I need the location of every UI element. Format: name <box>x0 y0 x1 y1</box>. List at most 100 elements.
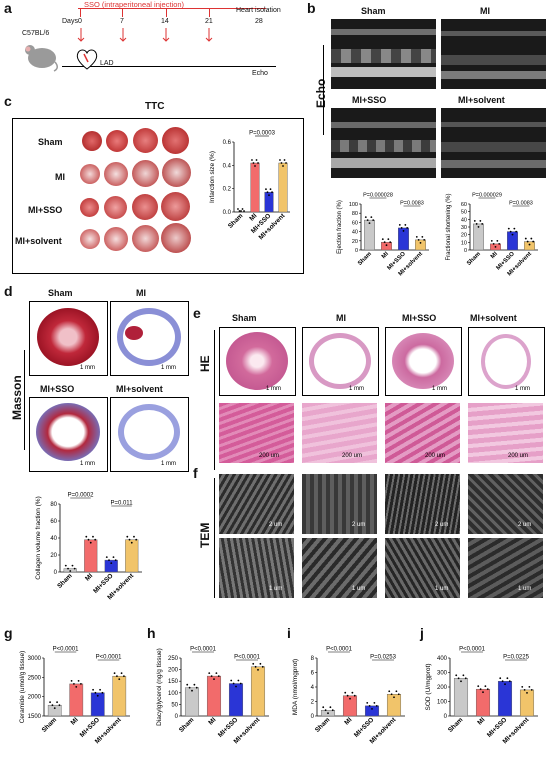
data-point <box>280 162 283 164</box>
data-point <box>135 538 138 541</box>
data-point <box>457 677 460 680</box>
ttc-box <box>12 118 304 274</box>
data-point <box>486 688 489 691</box>
scale-label: 2 um <box>518 522 532 528</box>
data-point <box>239 682 242 685</box>
arrows <box>77 28 213 42</box>
treatment-label: SSO (intraperitoneal injection) <box>84 0 185 9</box>
data-point <box>346 694 349 697</box>
masson-mi-title: MI <box>136 288 146 298</box>
y-tick-label: 60 <box>461 202 467 208</box>
data-point <box>383 241 386 244</box>
data-point <box>238 210 241 212</box>
data-point <box>390 693 393 696</box>
data-point <box>504 683 506 686</box>
data-point <box>464 677 467 680</box>
data-point <box>118 678 121 681</box>
y-tick-label: 0 <box>54 570 58 576</box>
data-point <box>389 241 392 244</box>
data-point <box>388 690 391 693</box>
data-point <box>230 679 233 682</box>
data-point <box>373 701 376 704</box>
data-point <box>113 672 116 675</box>
he-misolvent-micro: 200 um <box>468 403 543 463</box>
data-point <box>126 535 129 538</box>
y-tick-label: 20 <box>352 239 358 245</box>
data-point <box>58 704 61 707</box>
data-point <box>526 240 529 243</box>
data-point <box>397 693 400 696</box>
y-tick-label: 60 <box>50 519 57 525</box>
data-point <box>114 559 117 561</box>
bar-mi <box>84 539 98 573</box>
data-point <box>370 216 373 218</box>
data-point <box>421 235 424 238</box>
he-sham-micro: 200 um <box>219 403 294 463</box>
masson-misso-frame: 1 mm <box>29 397 108 472</box>
ttc-slice <box>132 225 159 252</box>
y-tick-label: 200 <box>168 668 179 674</box>
p-value-label: P<0.0001 <box>96 655 123 661</box>
masson-divider <box>24 350 25 450</box>
data-point <box>96 694 99 697</box>
data-point <box>271 191 273 194</box>
bar-mi-sso <box>497 681 513 717</box>
echo-image-misso <box>331 108 436 178</box>
data-point <box>251 159 253 161</box>
panel-b-label: b <box>307 0 316 16</box>
ttc-slice <box>106 130 128 152</box>
data-point <box>506 677 509 680</box>
y-tick-label: 50 <box>461 210 467 216</box>
masson-misso-title: MI+SSO <box>40 384 75 394</box>
category-label: MI <box>490 251 499 260</box>
y-axis-label: Ejection fraction (%) <box>337 200 343 254</box>
p-value-label: P=0.0002 <box>68 493 95 499</box>
ttc-slice <box>80 164 100 184</box>
panel-a-label: a <box>4 0 12 16</box>
data-point <box>123 675 125 678</box>
data-point <box>523 689 526 691</box>
data-point <box>496 239 499 242</box>
data-point <box>455 674 458 677</box>
ttc-slice <box>132 194 158 220</box>
echo-label: Echo <box>252 70 268 77</box>
he-misso-frame: 1 mm <box>385 327 462 396</box>
data-point <box>402 230 405 232</box>
masson-side-label: Masson <box>10 375 24 420</box>
bar-mi-sso <box>264 191 274 213</box>
scale-label: 1 um <box>269 586 283 592</box>
p-value-label: P=0.000028 <box>363 193 393 199</box>
data-point <box>252 662 255 665</box>
category-label: MI <box>343 716 353 726</box>
y-tick-label: 20 <box>50 553 57 559</box>
data-point <box>353 694 356 697</box>
tem-misso-top: 2 um <box>385 474 460 534</box>
data-point <box>71 564 74 567</box>
data-point <box>508 680 511 683</box>
data-point <box>479 220 482 222</box>
data-point <box>67 567 69 570</box>
ttc-slice <box>104 227 128 251</box>
y-tick-label: 60 <box>352 220 358 226</box>
tem-sham-top: 2 um <box>219 474 294 534</box>
scale-label: 1 mm <box>80 365 95 371</box>
y-axis-label: Ceramide (umol/g tissue) <box>19 651 26 724</box>
y-tick-label: 0.4 <box>223 163 232 169</box>
masson-sham-frame: 1 mm <box>29 301 108 376</box>
echo-image-mi <box>441 19 546 89</box>
data-point <box>85 535 88 538</box>
data-point <box>64 564 67 567</box>
scale-label: 2 um <box>352 522 366 528</box>
data-point <box>331 709 334 712</box>
heart-icon <box>76 49 98 70</box>
bar-mi-solvent <box>125 539 139 573</box>
data-point <box>526 692 528 694</box>
bar-mi-solvent <box>278 162 288 213</box>
scale-label: 1 mm <box>161 461 176 467</box>
bar-mi-solvent <box>250 666 266 717</box>
y-tick-label: 0 <box>464 248 467 254</box>
ttc-slice <box>82 131 102 151</box>
scale-label: 2 um <box>269 522 283 528</box>
